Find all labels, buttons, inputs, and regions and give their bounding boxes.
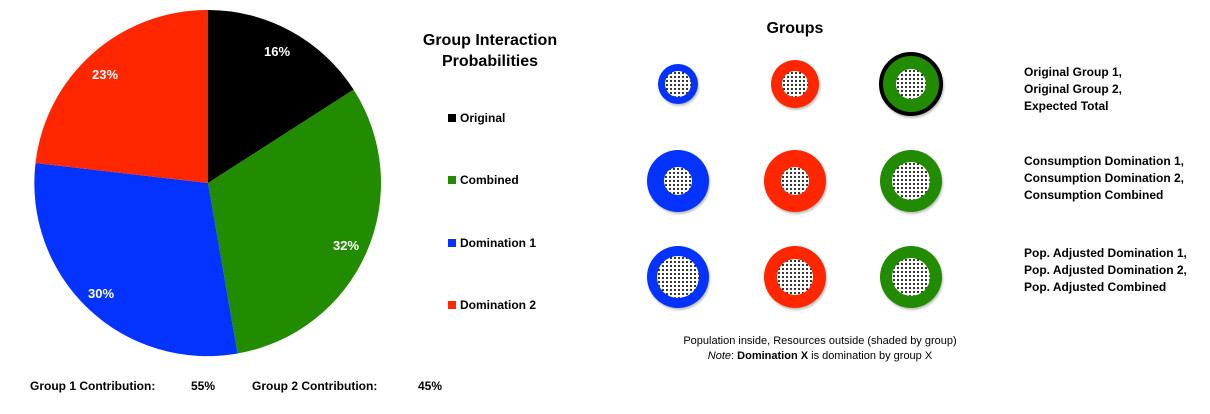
legend-label: Original bbox=[460, 111, 506, 125]
row-label-original: Original Group 1, Original Group 2, Expe… bbox=[1024, 64, 1122, 115]
population-inner bbox=[777, 259, 813, 295]
caption-note-bold: Domination X bbox=[737, 350, 809, 362]
group1-contribution-value: 55% bbox=[191, 379, 216, 393]
circle-pop-adjusted-combined bbox=[880, 246, 942, 308]
row-label-line: Consumption Domination 2, bbox=[1024, 171, 1184, 185]
caption-note-italic: Note bbox=[707, 350, 732, 362]
group1-contribution-label: Group 1 Contribution: bbox=[30, 379, 156, 393]
circle-consumption-domination-2 bbox=[764, 150, 826, 212]
pie-label-combined: 32% bbox=[333, 238, 359, 253]
population-inner bbox=[896, 69, 926, 99]
circle-expected-total bbox=[879, 52, 943, 116]
legend-item-original: Original bbox=[448, 111, 505, 125]
population-inner bbox=[781, 167, 809, 195]
legend-label: Domination 2 bbox=[460, 298, 537, 312]
legend-item-combined: Combined bbox=[448, 173, 519, 187]
row-label-line: Consumption Combined bbox=[1024, 188, 1164, 202]
population-inner bbox=[892, 162, 930, 200]
row-label-line: Consumption Domination 1, bbox=[1024, 154, 1184, 168]
legend-title: Group Interaction Probabilities bbox=[395, 30, 585, 72]
population-inner bbox=[892, 258, 930, 296]
caption-note: Note: Domination X is domination by grou… bbox=[640, 349, 1000, 364]
caption-line-1: Population inside, Resources outside (sh… bbox=[683, 335, 957, 347]
circle-pop-adjusted-domination-2 bbox=[764, 246, 826, 308]
legend-label: Combined bbox=[460, 173, 519, 187]
pie-slice-domination-2 bbox=[35, 9, 208, 183]
legend-title-line1: Group Interaction bbox=[422, 32, 558, 49]
circle-original-group-1 bbox=[658, 64, 698, 104]
circle-consumption-combined bbox=[880, 150, 942, 212]
groups-title: Groups bbox=[766, 20, 824, 37]
legend-swatch-domination-2 bbox=[448, 301, 456, 309]
row-label-line: Pop. Adjusted Combined bbox=[1024, 280, 1167, 294]
pie-slice-original bbox=[208, 10, 354, 183]
row-label-line: Pop. Adjusted Domination 1, bbox=[1024, 246, 1187, 260]
pie-label-domination-2: 23% bbox=[92, 67, 118, 82]
row-label-consumption: Consumption Domination 1, Consumption Do… bbox=[1024, 153, 1184, 204]
row-label-pop-adjusted: Pop. Adjusted Domination 1, Pop. Adjuste… bbox=[1024, 245, 1187, 296]
row-label-line: Original Group 2, bbox=[1024, 82, 1123, 96]
population-inner bbox=[782, 71, 808, 97]
legend-swatch-original bbox=[448, 114, 456, 122]
caption-note-sep: : bbox=[731, 350, 738, 362]
legend-label: Domination 1 bbox=[460, 236, 537, 250]
group2-contribution-value: 45% bbox=[418, 379, 443, 393]
population-inner bbox=[664, 167, 692, 195]
circle-consumption-domination-1 bbox=[647, 150, 709, 212]
legend-title-line2: Probabilities bbox=[441, 53, 539, 70]
circle-original-group-2 bbox=[771, 60, 819, 108]
pie-slice-combined bbox=[208, 89, 382, 354]
pie-chart: 16% 32% 30% 23% bbox=[34, 9, 382, 357]
caption-note-rest: is domination by group X bbox=[808, 350, 933, 362]
legend-item-domination-2: Domination 2 bbox=[448, 298, 536, 312]
population-inner bbox=[665, 71, 691, 97]
legend-swatch-combined bbox=[448, 176, 456, 184]
pie-label-domination-1: 30% bbox=[88, 286, 114, 301]
pie-slice-domination-1 bbox=[34, 163, 238, 357]
legend-item-domination-1: Domination 1 bbox=[448, 236, 536, 250]
group2-contribution-label: Group 2 Contribution: bbox=[252, 379, 378, 393]
legend-swatch-domination-1 bbox=[448, 239, 456, 247]
circle-pop-adjusted-domination-1 bbox=[647, 246, 709, 308]
row-label-line: Expected Total bbox=[1024, 99, 1109, 113]
population-inner bbox=[657, 256, 699, 298]
pie-label-original: 16% bbox=[264, 44, 290, 59]
row-label-line: Pop. Adjusted Domination 2, bbox=[1024, 263, 1187, 277]
row-label-line: Original Group 1, bbox=[1024, 65, 1123, 79]
